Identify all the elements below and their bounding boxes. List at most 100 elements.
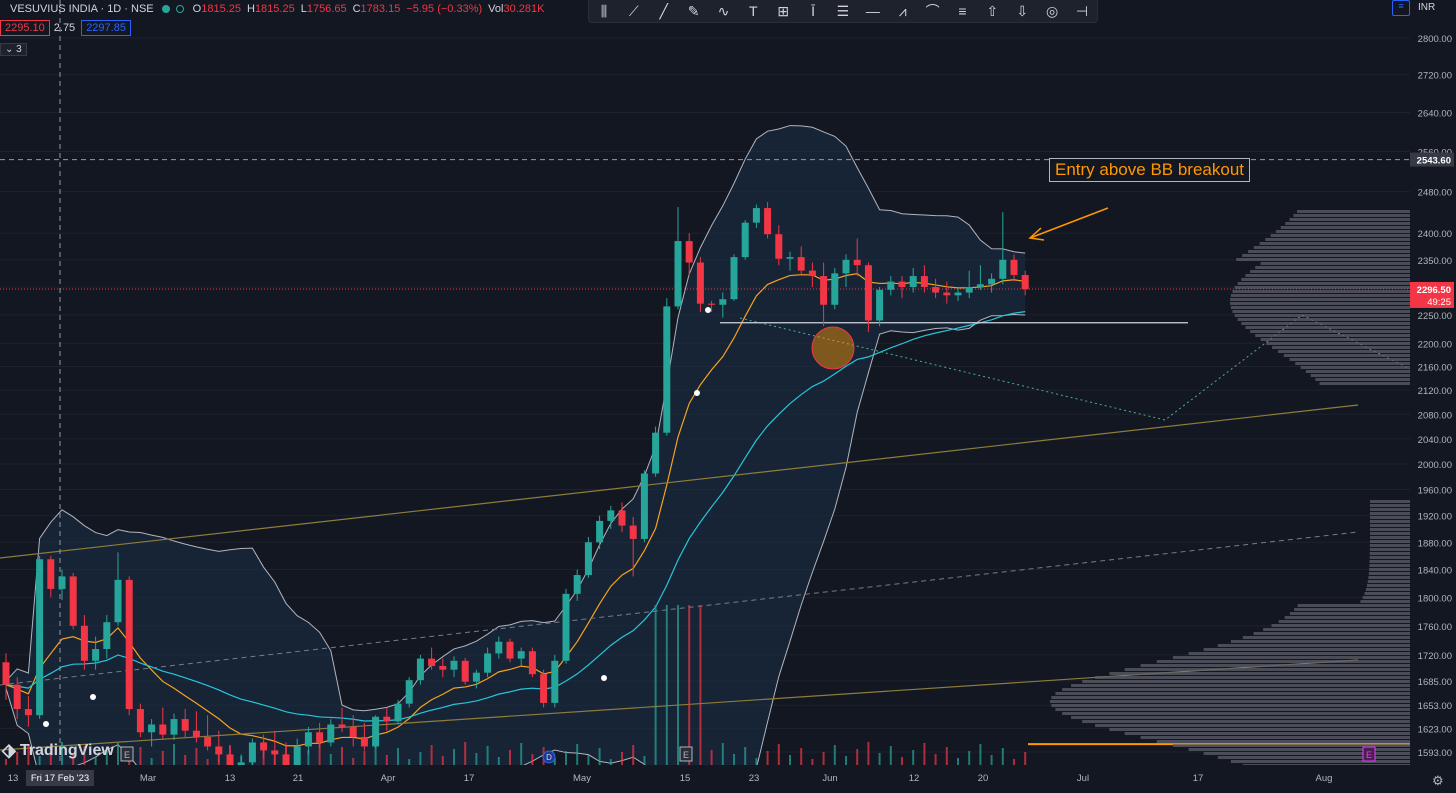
candle-body[interactable]: [562, 593, 570, 661]
candle-body[interactable]: [976, 284, 984, 288]
candle-body[interactable]: [383, 716, 391, 722]
candle-body[interactable]: [864, 265, 872, 321]
arrow-up-icon[interactable]: ⇧: [986, 2, 999, 19]
candle-body[interactable]: [573, 575, 581, 594]
hidden-indicators-toggle[interactable]: ⌄ 3: [0, 43, 27, 56]
horizontal-line-icon[interactable]: —: [865, 3, 880, 19]
candle-body[interactable]: [125, 579, 133, 710]
candle-body[interactable]: [663, 306, 671, 433]
candle-body[interactable]: [696, 262, 704, 304]
candle-body[interactable]: [405, 680, 413, 704]
candle-body[interactable]: [472, 672, 480, 682]
candle-body[interactable]: [652, 432, 660, 474]
candle-body[interactable]: [450, 660, 458, 670]
candle-body[interactable]: [495, 641, 503, 654]
callout-text[interactable]: Entry above BB breakout: [1049, 158, 1251, 182]
candle-body[interactable]: [47, 559, 55, 589]
highlight-circle[interactable]: [811, 326, 855, 370]
candle-body[interactable]: [674, 241, 682, 307]
candle-body[interactable]: [764, 208, 772, 235]
candle-body[interactable]: [909, 276, 917, 288]
candle-body[interactable]: [327, 724, 335, 743]
earnings-marker-icon[interactable]: [120, 746, 134, 762]
candle-body[interactable]: [428, 658, 436, 666]
candle-body[interactable]: [786, 257, 794, 259]
candle-body[interactable]: [965, 287, 973, 293]
candle-body[interactable]: [607, 510, 615, 521]
candle-body[interactable]: [484, 653, 492, 673]
candle-body[interactable]: [159, 724, 167, 735]
candles-icon[interactable]: ⫼: [600, 2, 608, 19]
currency-toggle[interactable]: ≡: [1392, 0, 1410, 16]
earnings-marker-icon[interactable]: [679, 746, 693, 762]
candle-body[interactable]: [741, 222, 749, 258]
measure-icon[interactable]: ⊣: [1075, 2, 1089, 19]
candle-body[interactable]: [58, 576, 66, 589]
candle-body[interactable]: [506, 641, 514, 659]
line-tool-icon[interactable]: ⟋: [628, 2, 639, 19]
candle-body[interactable]: [416, 658, 424, 681]
candle-body[interactable]: [752, 208, 760, 223]
list-icon[interactable]: ≡: [958, 3, 967, 19]
candle-body[interactable]: [898, 281, 906, 288]
candle-body[interactable]: [820, 276, 828, 305]
candle-body[interactable]: [853, 259, 861, 266]
candle-body[interactable]: [204, 736, 212, 747]
candle-body[interactable]: [685, 241, 693, 263]
text-icon[interactable]: T: [749, 3, 758, 19]
candle-body[interactable]: [394, 703, 402, 722]
candle-body[interactable]: [808, 270, 816, 277]
candle-body[interactable]: [80, 625, 88, 661]
candle-body[interactable]: [876, 289, 884, 321]
candle-body[interactable]: [842, 259, 850, 274]
path-icon[interactable]: ⩘: [898, 2, 907, 19]
candle-body[interactable]: [148, 724, 156, 733]
candle-body[interactable]: [943, 292, 951, 296]
candle-body[interactable]: [831, 273, 839, 305]
candle-body[interactable]: [517, 651, 525, 659]
callout-arrow[interactable]: [1029, 207, 1109, 239]
candle-body[interactable]: [192, 730, 200, 737]
candle-body[interactable]: [13, 684, 21, 710]
grid-icon[interactable]: ⊞: [777, 2, 790, 19]
candle-body[interactable]: [640, 473, 648, 539]
brush-icon[interactable]: ✎: [687, 2, 700, 19]
earnings-marker-icon[interactable]: [1362, 746, 1376, 762]
candle-body[interactable]: [1010, 259, 1018, 275]
candle-body[interactable]: [528, 651, 536, 675]
candle-body[interactable]: [103, 622, 111, 650]
candle-body[interactable]: [69, 576, 77, 626]
candle-body[interactable]: [92, 649, 100, 661]
candle-body[interactable]: [775, 234, 783, 259]
candle-body[interactable]: [887, 281, 895, 290]
candle-body[interactable]: [136, 709, 144, 733]
fib-icon[interactable]: Ī: [811, 3, 815, 19]
candle-body[interactable]: [551, 660, 559, 703]
trend-line-icon[interactable]: ╱: [659, 2, 668, 19]
target-icon[interactable]: ◎: [1045, 2, 1059, 19]
parallel-icon[interactable]: ☰: [836, 2, 850, 19]
candle-body[interactable]: [540, 674, 548, 703]
candle-body[interactable]: [114, 579, 122, 623]
candle-body[interactable]: [170, 719, 178, 735]
candle-body[interactable]: [629, 525, 637, 539]
candle-body[interactable]: [719, 299, 727, 305]
candle-body[interactable]: [271, 750, 279, 755]
candle-body[interactable]: [439, 665, 447, 670]
candle-body[interactable]: [372, 716, 380, 747]
candle-body[interactable]: [618, 510, 626, 526]
settings-gear-icon[interactable]: ⚙: [1432, 773, 1444, 788]
candle-body[interactable]: [2, 662, 10, 685]
candle-body[interactable]: [1021, 274, 1029, 290]
candle-body[interactable]: [954, 292, 962, 296]
candle-body[interactable]: [797, 257, 805, 271]
candle-body[interactable]: [932, 287, 940, 293]
candle-body[interactable]: [215, 746, 223, 755]
candle-body[interactable]: [988, 278, 996, 285]
polyline-icon[interactable]: ⌒: [925, 3, 940, 19]
candle-body[interactable]: [181, 719, 189, 731]
currency-label[interactable]: INR: [1418, 2, 1436, 13]
candle-body[interactable]: [36, 559, 44, 716]
